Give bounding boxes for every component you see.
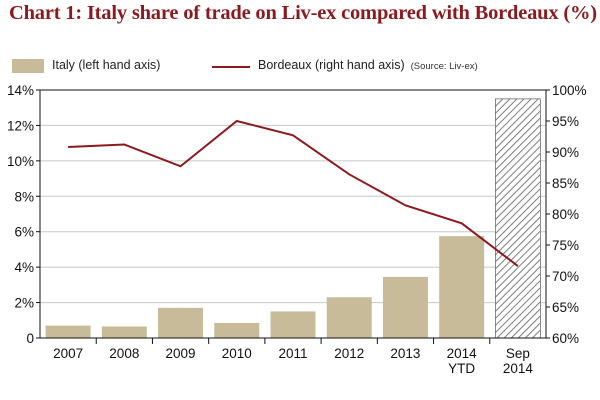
x-tick-label: 2013 <box>390 346 420 361</box>
x-tick-label: 2009 <box>166 346 196 361</box>
legend: Italy (left hand axis) Bordeaux (right h… <box>12 56 592 76</box>
x-tick-label: 2014 <box>503 361 534 376</box>
bar-italy <box>382 276 428 338</box>
left-tick-label: 0 <box>26 331 34 346</box>
x-tick-label: 2011 <box>278 346 307 361</box>
x-tick-label: 2010 <box>222 346 252 361</box>
x-tick-label: 2008 <box>109 346 139 361</box>
left-tick-label: 6% <box>14 225 34 240</box>
left-tick-label: 14% <box>7 83 34 98</box>
left-tick-label: 12% <box>7 118 34 133</box>
bar-italy <box>158 307 204 338</box>
legend-swatch-bordeaux <box>212 66 250 68</box>
right-tick-label: 70% <box>552 269 579 284</box>
x-tick-label: Sep <box>506 346 530 361</box>
right-tick-label: 85% <box>552 176 579 191</box>
right-tick-label: 60% <box>552 331 579 346</box>
bar-italy <box>45 325 91 338</box>
x-tick-label: 2007 <box>53 346 83 361</box>
x-tick-label: 2014 <box>447 346 478 361</box>
legend-source: (Source: Liv-ex) <box>410 61 478 72</box>
x-tick-label: YTD <box>448 361 475 376</box>
bar-italy-hatched <box>494 98 541 339</box>
legend-label-italy: Italy (left hand axis) <box>52 58 161 72</box>
right-tick-label: 65% <box>552 300 579 315</box>
right-tick-label: 80% <box>552 207 579 222</box>
right-tick-label: 100% <box>552 83 587 98</box>
right-tick-label: 90% <box>552 145 579 160</box>
plot-frame <box>39 89 547 339</box>
legend-label-bordeaux: Bordeaux (right hand axis) (Source: Liv-e… <box>258 58 478 72</box>
chart-title: Chart 1: Italy share of trade on Liv-ex … <box>9 2 597 24</box>
legend-swatch-italy <box>12 59 44 73</box>
bar-italy <box>101 326 147 338</box>
left-tick-label: 10% <box>7 154 34 169</box>
x-tick-label: 2012 <box>334 346 364 361</box>
left-tick-label: 8% <box>14 189 34 204</box>
bar-italy <box>270 311 316 338</box>
bar-italy <box>326 297 372 338</box>
right-tick-label: 95% <box>552 114 579 129</box>
left-tick-label: 2% <box>14 296 34 311</box>
left-tick-label: 4% <box>14 260 34 275</box>
bar-italy <box>439 236 485 338</box>
bar-italy <box>214 322 260 338</box>
right-tick-label: 75% <box>552 238 579 253</box>
